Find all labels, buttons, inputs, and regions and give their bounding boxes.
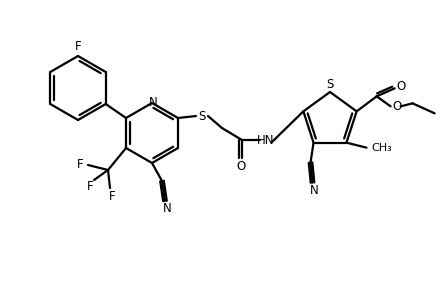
Text: O: O bbox=[396, 80, 405, 93]
Text: S: S bbox=[198, 109, 206, 122]
Text: O: O bbox=[392, 100, 401, 113]
Text: F: F bbox=[75, 41, 81, 54]
Text: HN: HN bbox=[257, 134, 275, 147]
Text: O: O bbox=[236, 159, 246, 173]
Text: N: N bbox=[149, 95, 158, 108]
Text: S: S bbox=[326, 77, 334, 91]
Text: CH₃: CH₃ bbox=[372, 143, 392, 153]
Text: N: N bbox=[310, 184, 319, 197]
Text: F: F bbox=[109, 190, 115, 203]
Text: F: F bbox=[77, 159, 83, 172]
Text: F: F bbox=[87, 181, 93, 193]
Text: N: N bbox=[162, 203, 171, 215]
